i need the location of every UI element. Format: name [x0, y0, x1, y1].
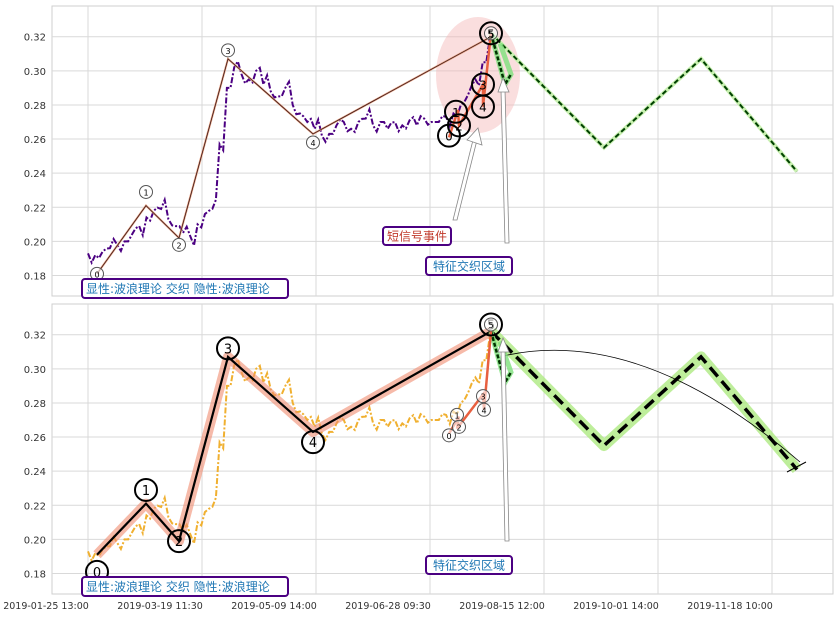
sub-wave-label-marker	[471, 94, 495, 119]
y-tick-label: 0.24	[24, 169, 46, 180]
plot-area	[51, 303, 834, 595]
wave-label: 3	[224, 342, 232, 357]
x-tick-label: 2019-03-19 11:30	[117, 601, 203, 612]
sub-wave-label-marker	[442, 428, 456, 443]
wave-label: 0	[93, 566, 101, 581]
wave-label: 4	[309, 436, 317, 451]
wave-label: 4	[310, 139, 315, 148]
wave-label-marker	[221, 43, 235, 58]
wave-line	[96, 330, 492, 556]
y-tick-label: 0.20	[24, 237, 46, 248]
y-tick-label: 0.22	[24, 501, 46, 512]
forecast-tick	[786, 461, 807, 473]
x-tick-label: 2019-11-18 10:00	[687, 601, 773, 612]
wave-label: 2	[175, 535, 183, 550]
x-tick-label: 2019-08-15 12:00	[459, 601, 545, 612]
annotation-box	[425, 555, 513, 575]
x-tick-label: 2019-05-09 14:00	[231, 601, 317, 612]
sub-wave-label: 1	[454, 411, 459, 420]
annotation-text: 短信号事件	[387, 230, 447, 244]
bottom-panel: 0.32 0.30 0.28 0.26 0.24 0.22 0.20 0.18 0 1 2 3 4 5 0 1…	[24, 303, 834, 597]
forecast-arc	[502, 349, 801, 463]
legend-text: 显性:波浪理论 交织 隐性:波浪理论	[86, 281, 270, 296]
y-tick-label: 0.26	[24, 433, 46, 444]
y-tick-label: 0.18	[24, 570, 46, 581]
sub-wave-label: 4	[479, 101, 487, 115]
sub-wave-label: 1	[452, 106, 460, 120]
wave-label-marker	[306, 135, 320, 150]
sub-wave-label-marker	[447, 113, 471, 138]
legend-text: 显性:波浪理论 交织 隐性:波浪理论	[86, 579, 270, 594]
sub-wave-label: 2	[456, 423, 461, 432]
sub-wave-label-marker	[479, 21, 503, 46]
annotation-text: 特征交织区域	[433, 259, 505, 274]
annotation-box	[425, 256, 513, 276]
sub-forecast-line	[489, 32, 513, 88]
y-tick-label: 0.32	[24, 331, 46, 342]
sub-wave-label: 0	[445, 130, 453, 144]
forecast-line	[489, 330, 799, 471]
sub-wave-label: 5	[488, 321, 493, 330]
forecast-line	[490, 32, 798, 173]
y-tick-label: 0.30	[24, 67, 46, 78]
y-tick-label: 0.32	[24, 33, 46, 44]
y-tick-label: 0.28	[24, 101, 46, 112]
x-tick-label: 2019-01-25 13:00	[3, 601, 89, 612]
y-tick-label: 0.24	[24, 467, 46, 478]
y-tick-label: 0.22	[24, 203, 46, 214]
wave-label: 1	[142, 484, 150, 499]
legend-box	[81, 278, 289, 299]
sub-wave-label: 0	[446, 432, 451, 441]
sub-wave-label: 5	[487, 27, 495, 41]
wave-label: 0	[94, 270, 99, 279]
x-axis: 2019-01-25 13:00 2019-03-19 11:30 2019-05-…	[3, 601, 773, 612]
y-tick-label: 0.18	[24, 272, 46, 283]
wave-label: 5	[488, 30, 493, 39]
annotation-arrowhead	[497, 76, 510, 93]
y-tick-label: 0.28	[24, 399, 46, 410]
sub-wave-label: 3	[480, 393, 485, 402]
wave-label-marker	[484, 26, 498, 41]
wave-label-marker	[301, 430, 325, 455]
y-tick-label: 0.20	[24, 535, 46, 546]
y-tick-label: 0.26	[24, 135, 46, 146]
wave-label-marker	[216, 336, 240, 361]
sub-wave-label: 2	[455, 119, 463, 133]
wave-label-marker	[172, 237, 186, 252]
top-panel: 0.320.300.280.260.240.220.200.18 01234501…	[24, 5, 834, 299]
sub-forecast-line	[489, 330, 513, 386]
price-line	[87, 36, 491, 266]
annotation-text: 特征交织区域	[433, 558, 505, 573]
annotation-arrowhead	[497, 336, 510, 353]
wave-line-inner	[96, 36, 492, 275]
wave-label-marker	[134, 477, 158, 502]
wave-label-marker	[167, 529, 191, 554]
wave-label-marker	[479, 312, 503, 337]
sub-wave-label-marker	[444, 99, 468, 124]
sub-wave-label: 3	[479, 78, 487, 92]
x-tick-label: 2019-10-01 14:00	[573, 601, 659, 612]
annotation-box	[382, 226, 452, 246]
annotation-arrowhead	[466, 127, 483, 146]
sub-wave-label-marker	[476, 389, 490, 404]
sub-wave-label: 4	[481, 406, 486, 415]
sub-wave-label-marker	[452, 419, 466, 434]
x-tick-label: 2019-06-28 09:30	[345, 601, 431, 612]
legend-box	[81, 576, 289, 597]
sub-wave-label-marker	[484, 317, 498, 332]
y-tick-label: 0.30	[24, 365, 46, 376]
wave-label: 2	[176, 241, 181, 250]
wave-label: 1	[143, 188, 148, 197]
wave-label: 3	[225, 47, 230, 56]
sub-wave-label-marker	[477, 402, 491, 417]
wave-label-marker	[139, 184, 153, 199]
